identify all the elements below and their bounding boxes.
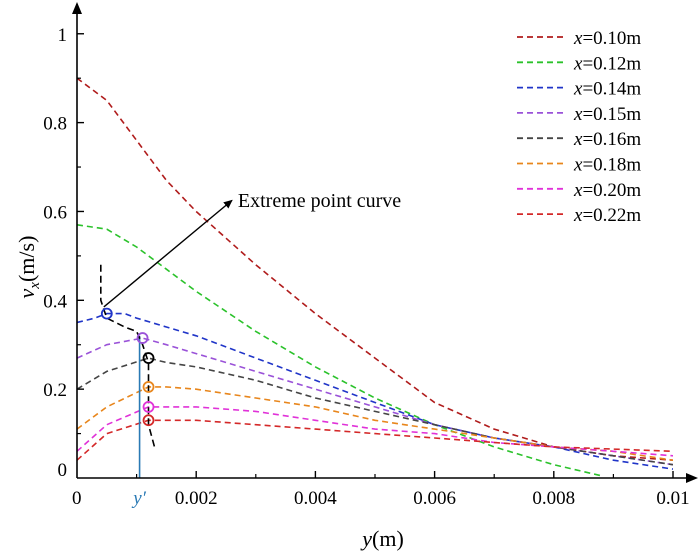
extreme-point-4: [142, 401, 155, 413]
y-axis-arrow: [72, 2, 82, 14]
x-tick-label-0: 0: [72, 488, 82, 509]
y-tick-label-1: 0.2: [43, 380, 67, 401]
y-tick-label-2: 0.4: [43, 291, 67, 312]
y-tick-label-5: 1: [58, 25, 68, 46]
legend: x=0.10m x=0.12m x=0.14m x=0.15m x=0.16m x=0.1…: [517, 28, 641, 226]
legend-entry-0: x=0.10m: [573, 28, 641, 49]
extreme-point-3: [142, 381, 155, 393]
y-tick-label-0: 0: [58, 460, 68, 481]
extreme-point-0: [100, 307, 113, 320]
legend-entry-3: x=0.15m: [573, 104, 641, 125]
x-tick-label-2: 0.004: [294, 488, 337, 509]
axes: 0 0.002 0.004 0.006 0.008 0.01 0 0.2 0.4 0.6 0.8 1 y…: [14, 2, 698, 551]
x-tick-label-1: 0.002: [175, 488, 218, 509]
series-layer: [77, 77, 673, 477]
y-tick-label-3: 0.6: [43, 202, 67, 223]
series-line-3: [77, 337, 673, 466]
extreme-point-1: [136, 332, 149, 344]
legend-entry-2: x=0.14m: [573, 79, 641, 100]
annotation-arrow: [103, 199, 233, 308]
legend-entry-4: x=0.16m: [573, 129, 641, 150]
series-line-2: [77, 312, 673, 470]
x-tick-label-4: 0.008: [532, 488, 575, 509]
y-axis-title: vx(m/s): [14, 236, 43, 299]
x-axis-arrow: [686, 473, 698, 483]
y-tick-label-4: 0.8: [43, 114, 67, 135]
legend-entry-5: x=0.18m: [573, 155, 641, 176]
annotation-text: Extreme point curve: [238, 190, 401, 212]
legend-entry-6: x=0.20m: [573, 180, 641, 201]
marker-line-label: y′: [131, 488, 146, 509]
x-axis-title: y(m): [360, 526, 404, 551]
x-tick-label-5: 0.01: [656, 488, 689, 509]
x-tick-label-3: 0.006: [413, 488, 456, 509]
extreme-point-2: [142, 352, 155, 364]
annotation-layer: Extreme point curve: [100, 190, 401, 478]
legend-entry-1: x=0.12m: [573, 53, 641, 74]
extreme-point-curve: [100, 264, 156, 448]
series-line-6: [77, 406, 673, 457]
extreme-point-5: [142, 414, 155, 427]
series-line-1: [77, 224, 602, 477]
legend-entry-7: x=0.22m: [573, 205, 641, 226]
